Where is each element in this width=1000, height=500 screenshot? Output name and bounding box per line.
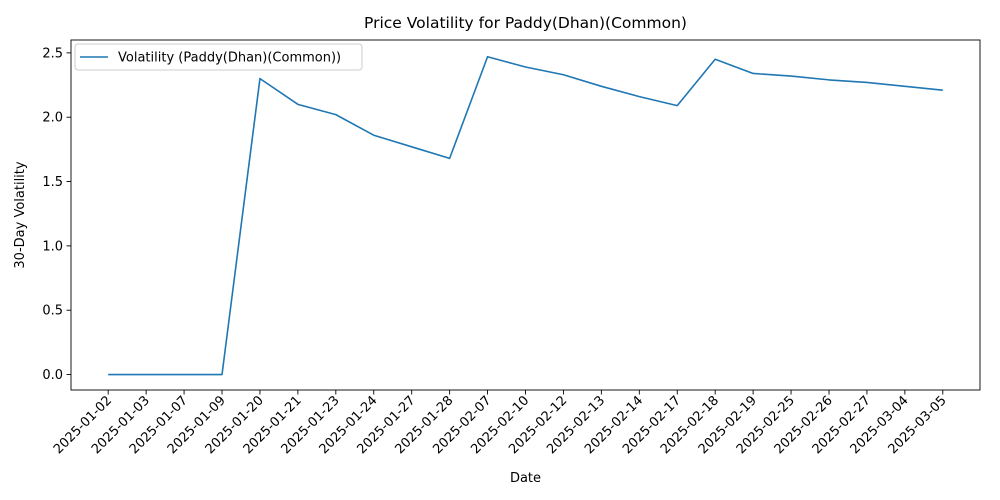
legend-label: Volatility (Paddy(Dhan)(Common)) (118, 51, 341, 66)
x-axis-ticks: 2025-01-022025-01-032025-01-072025-01-09… (51, 390, 950, 457)
y-tick-label: 2.5 (42, 46, 63, 61)
y-tick-label: 2.0 (42, 111, 63, 126)
legend-box (74, 43, 363, 71)
y-tick-label: 1.5 (42, 175, 63, 190)
series-line (108, 55, 943, 376)
series-layer (108, 55, 943, 376)
chart-title: Price Volatility for Paddy(Dhan)(Common) (364, 14, 687, 32)
plot-area: 2025-01-022025-01-032025-01-072025-01-09… (42, 39, 981, 457)
plot-frame (70, 39, 981, 391)
y-axis-ticks: 0.0 0.5 1.0 1.5 2.0 2.5 (42, 46, 71, 383)
y-axis-label: 30-Day Volatility (13, 161, 28, 268)
y-tick-label: 1.0 (42, 239, 63, 254)
legend: Volatility (Paddy(Dhan)(Common)) (74, 43, 363, 71)
y-tick-label: 0.5 (42, 304, 63, 319)
x-axis-label: Date (510, 471, 541, 486)
y-tick-label: 0.0 (42, 368, 63, 383)
